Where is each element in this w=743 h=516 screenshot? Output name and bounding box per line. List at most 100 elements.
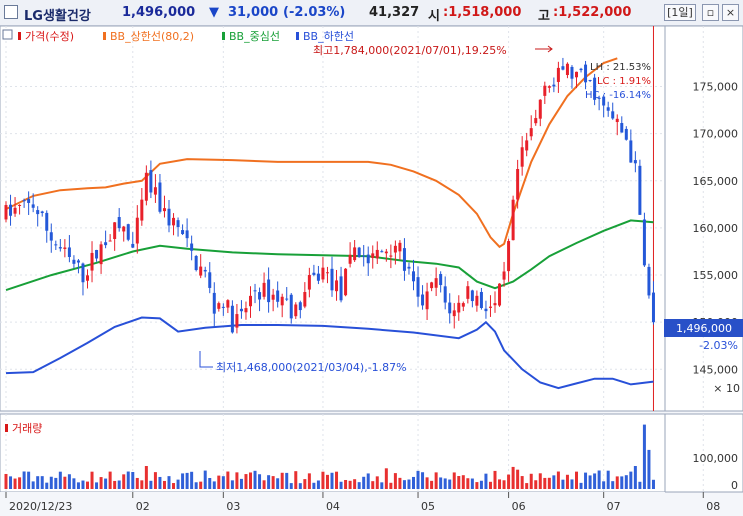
- candle-body: [135, 217, 139, 244]
- candle-body: [31, 204, 35, 208]
- period-button[interactable]: [1일]: [664, 4, 696, 21]
- volume-bar: [407, 479, 411, 489]
- menu-icon[interactable]: [4, 5, 18, 19]
- candle-body: [624, 128, 628, 140]
- volume-bar: [402, 480, 406, 489]
- volume-bar: [140, 480, 144, 489]
- candle-body: [402, 248, 406, 271]
- volume-bar: [276, 478, 280, 489]
- volume-bar: [203, 470, 207, 489]
- candle-body: [479, 291, 483, 309]
- legend-upper: BB_상한선(80,2): [110, 30, 194, 43]
- volume-bar: [185, 472, 189, 489]
- candle-body: [86, 275, 89, 281]
- candle-body: [176, 220, 180, 228]
- open-value: :1,518,000: [443, 5, 522, 20]
- candle-body: [253, 290, 257, 292]
- candle-body: [380, 251, 384, 253]
- high-value: :1,522,000: [553, 5, 632, 20]
- candle-body: [90, 252, 94, 271]
- volume-bar: [448, 479, 452, 489]
- x-tick-label: 04: [326, 500, 340, 513]
- legend-marker-price: [18, 32, 21, 40]
- candle-body: [579, 68, 583, 71]
- volume-value: 41,327: [369, 5, 420, 20]
- volume-bar: [493, 470, 497, 489]
- volume-bar: [615, 476, 619, 489]
- volume-bar: [316, 480, 320, 489]
- candle-body: [113, 222, 117, 240]
- volume-bar: [153, 472, 157, 489]
- volume-bar: [375, 476, 379, 489]
- volume-bar: [298, 483, 302, 489]
- legend-marker-middle: [222, 32, 225, 40]
- volume-bar: [312, 482, 316, 489]
- candle-body: [556, 67, 560, 82]
- candle-body: [9, 204, 13, 216]
- volume-bar: [344, 479, 348, 489]
- candle-body: [58, 247, 62, 249]
- y-tick-label: 160,000: [693, 222, 739, 235]
- volume-bar: [633, 466, 637, 489]
- candle-body: [629, 140, 633, 163]
- legend-box-icon[interactable]: [2, 29, 13, 40]
- axis-multiplier: × 10: [713, 382, 740, 395]
- volume-bar: [538, 473, 542, 489]
- restore-icon[interactable]: ▫: [702, 4, 719, 21]
- volume-bar: [516, 469, 520, 489]
- volume-bar: [416, 470, 420, 489]
- candle-body: [561, 66, 565, 70]
- candle-body: [181, 230, 185, 235]
- volume-bar: [461, 475, 465, 489]
- legend-lower: BB_하한선: [303, 29, 354, 43]
- candle-body: [611, 111, 615, 119]
- candle-body: [502, 271, 506, 280]
- current-price-label: 1,496,000: [676, 322, 732, 335]
- candle-body: [525, 140, 529, 151]
- volume-bar: [547, 477, 551, 489]
- candle-body: [76, 260, 80, 263]
- volume-bar: [484, 473, 488, 489]
- volume-bar: [339, 481, 343, 489]
- candle-body: [565, 63, 569, 76]
- volume-bar: [606, 470, 610, 489]
- volume-bar: [475, 482, 479, 489]
- volume-bar: [271, 476, 275, 489]
- volume-bar: [384, 468, 388, 489]
- candle-body: [249, 295, 252, 307]
- candle-body: [22, 200, 26, 202]
- volume-axis-area: [664, 413, 743, 493]
- y-tick-label: 170,000: [693, 128, 739, 141]
- volume-bar: [525, 483, 529, 489]
- y-tick-label: 175,000: [693, 81, 739, 94]
- x-tick-label: 08: [706, 500, 720, 513]
- volume-bar: [335, 471, 339, 489]
- candle-body: [384, 251, 388, 254]
- volume-bar: [45, 482, 49, 489]
- legend-marker-upper: [103, 32, 106, 40]
- candle-body: [36, 210, 40, 215]
- volume-bar: [4, 473, 8, 489]
- volume-bar: [466, 478, 470, 489]
- candle-body: [443, 286, 447, 303]
- candle-body: [67, 247, 71, 257]
- bb-upper-line: [5, 57, 618, 249]
- candle-body: [149, 170, 153, 193]
- candle-body: [470, 290, 474, 302]
- volume-bar: [235, 472, 239, 489]
- volume-bar: [58, 471, 62, 489]
- volume-bar: [9, 476, 13, 489]
- candle-body: [407, 266, 411, 269]
- candle-body: [651, 292, 655, 323]
- candle-body: [457, 302, 461, 313]
- date-axis-area: [0, 492, 665, 516]
- y-tick-label: 145,000: [693, 363, 739, 376]
- candle-body: [230, 305, 234, 333]
- close-icon[interactable]: ×: [722, 4, 739, 21]
- volume-bar: [267, 475, 271, 489]
- open-label: 시: [428, 9, 440, 24]
- volume-bar: [289, 483, 293, 489]
- volume-bar: [380, 482, 384, 489]
- candle-body: [185, 230, 189, 239]
- volume-bar: [511, 466, 515, 489]
